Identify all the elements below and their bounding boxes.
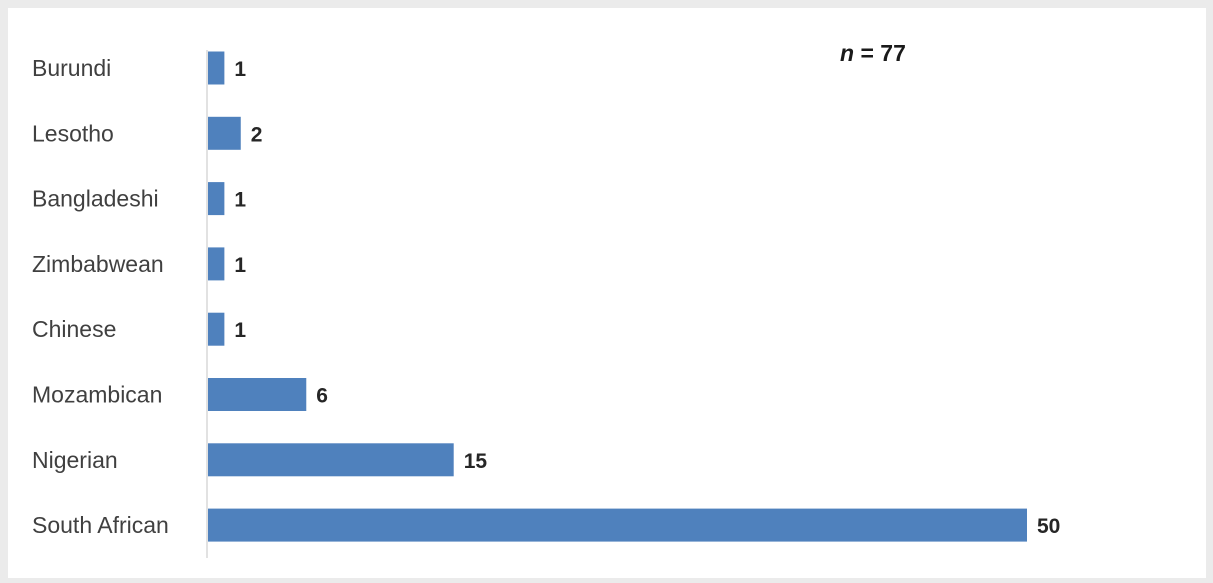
category-label: Chinese bbox=[32, 316, 116, 342]
bar-value-label: 50 bbox=[1037, 515, 1060, 538]
bar-value-label: 1 bbox=[234, 319, 246, 342]
bar bbox=[208, 116, 241, 150]
bar bbox=[208, 247, 225, 281]
bar bbox=[208, 378, 307, 411]
category-label: Zimbabwean bbox=[32, 251, 164, 277]
chart-area: Burundi 1 Lesotho 2 Bangladeshi 1 Zimbabwean 1 C… bbox=[8, 8, 1206, 578]
bar bbox=[208, 182, 225, 216]
bar-value-label: 1 bbox=[234, 254, 246, 277]
bar-value-label: 1 bbox=[234, 189, 246, 212]
bar bbox=[208, 443, 454, 477]
bar-value-label: 6 bbox=[316, 385, 328, 408]
sample-size-value: = 77 bbox=[854, 40, 906, 66]
category-label: South African bbox=[32, 512, 169, 538]
bar-value-label: 15 bbox=[464, 450, 488, 473]
category-label: Bangladeshi bbox=[32, 186, 159, 212]
bar bbox=[208, 312, 225, 346]
category-label: Mozambican bbox=[32, 382, 162, 408]
bar bbox=[208, 51, 225, 85]
category-label: Nigerian bbox=[32, 447, 118, 473]
category-label: Burundi bbox=[32, 55, 111, 81]
bars-layer: Burundi 1 Lesotho 2 Bangladeshi 1 Zimbabwean 1 C… bbox=[32, 51, 1060, 542]
bar bbox=[208, 508, 1027, 542]
sample-size-symbol: n bbox=[840, 40, 855, 66]
bar-value-label: 2 bbox=[251, 123, 263, 146]
sample-size-annotation: n = 77 bbox=[840, 40, 906, 67]
bar-chart: Burundi 1 Lesotho 2 Bangladeshi 1 Zimbabwean 1 C… bbox=[32, 50, 1060, 558]
bar-value-label: 1 bbox=[234, 58, 246, 81]
category-label: Lesotho bbox=[32, 120, 114, 146]
